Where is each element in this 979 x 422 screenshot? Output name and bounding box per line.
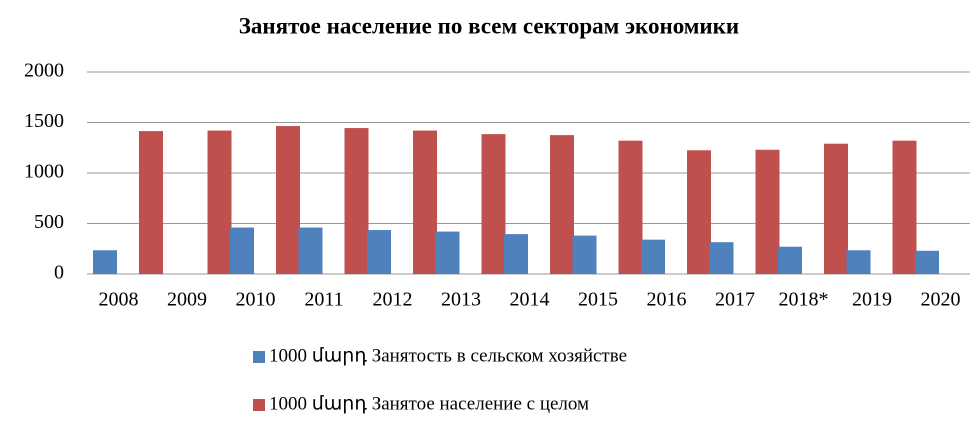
- legend-swatch: [253, 351, 265, 363]
- bar: [709, 242, 734, 274]
- y-tick-label: 2000: [24, 60, 64, 82]
- bar: [344, 128, 369, 274]
- y-tick-label: 0: [54, 262, 64, 284]
- bar: [481, 134, 506, 274]
- x-tick-label: 2012: [372, 289, 412, 311]
- x-tick-label: 2016: [646, 289, 686, 311]
- bar: [230, 227, 254, 274]
- x-tick-label: 2019: [852, 289, 892, 311]
- bar: [504, 234, 528, 274]
- bar: [618, 140, 643, 274]
- legend-label: 1000 մարդ Занятость в сельском хозяйстве: [269, 345, 627, 366]
- x-tick-label: 2018*: [778, 289, 828, 311]
- x-tick-label: 2020: [920, 289, 960, 311]
- y-tick-label: 1000: [24, 161, 64, 183]
- x-tick-label: 2009: [167, 289, 207, 311]
- chart-title: Занятое население по всем секторам эконо…: [239, 13, 739, 38]
- bar: [298, 227, 323, 274]
- bar: [276, 126, 300, 274]
- bar: [367, 230, 391, 274]
- legend-swatch: [253, 399, 265, 411]
- bar: [755, 149, 780, 274]
- bar: [778, 246, 802, 274]
- x-tick-label: 2008: [98, 289, 138, 311]
- bar: [846, 250, 871, 274]
- x-tick-label: 2015: [578, 289, 618, 311]
- x-tick-label: 2014: [509, 289, 549, 311]
- bar: [93, 250, 117, 274]
- x-tick-label: 2010: [235, 289, 275, 311]
- x-tick-label: 2011: [304, 289, 343, 311]
- y-tick-label: 1500: [24, 110, 64, 132]
- legend-label: 1000 մարդ Занятое население с целом: [269, 393, 589, 414]
- bar: [207, 130, 232, 274]
- y-tick-label: 500: [34, 211, 64, 233]
- bar: [892, 140, 917, 274]
- bar: [413, 130, 437, 274]
- bar: [435, 231, 460, 274]
- x-tick-label: 2013: [441, 289, 481, 311]
- bar: [641, 239, 665, 274]
- bar: [550, 135, 574, 274]
- x-tick-label: 2017: [715, 289, 755, 311]
- bar: [572, 235, 597, 274]
- bar: [915, 250, 939, 274]
- bar: [139, 131, 163, 274]
- bar: [824, 143, 848, 274]
- bar: [687, 150, 711, 274]
